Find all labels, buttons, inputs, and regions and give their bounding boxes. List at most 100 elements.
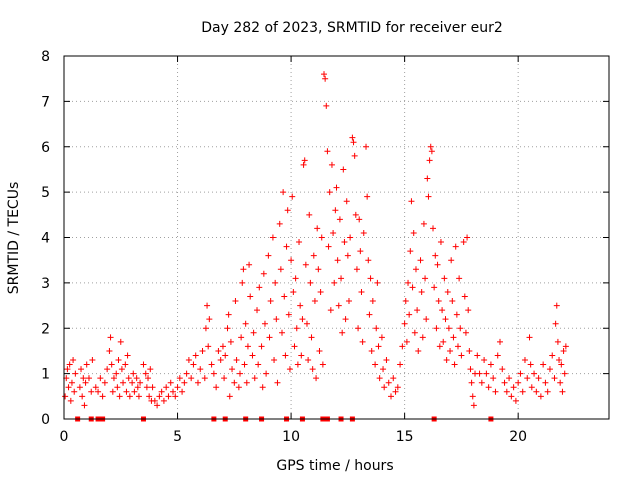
y-tick-label: 8 xyxy=(41,49,50,65)
data-point xyxy=(406,311,413,318)
data-point xyxy=(519,388,526,395)
data-point xyxy=(106,347,113,354)
data-point xyxy=(247,293,254,300)
data-point xyxy=(478,379,485,386)
data-point xyxy=(535,375,542,382)
data-point xyxy=(130,370,137,377)
data-point xyxy=(71,388,78,395)
data-point xyxy=(388,393,394,400)
data-point xyxy=(251,375,258,382)
data-point xyxy=(163,384,170,391)
data-point xyxy=(232,298,239,305)
data-point xyxy=(331,279,338,286)
data-point xyxy=(285,311,292,318)
data-point xyxy=(89,357,96,364)
data-point xyxy=(294,361,301,368)
data-point xyxy=(335,302,342,309)
data-point xyxy=(401,320,408,327)
x-tick-label: 10 xyxy=(282,429,300,445)
data-point xyxy=(365,257,372,264)
data-point xyxy=(239,279,246,286)
y-tick-label: 4 xyxy=(41,231,50,247)
data-point xyxy=(554,338,561,345)
data-point xyxy=(437,239,444,246)
data-point xyxy=(269,234,276,241)
data-point xyxy=(142,370,149,377)
data-point xyxy=(115,357,122,364)
data-point xyxy=(299,316,306,323)
data-point xyxy=(188,375,195,382)
data-point xyxy=(279,329,285,336)
data-point xyxy=(441,275,448,282)
data-point xyxy=(255,361,262,368)
data-point xyxy=(551,375,558,382)
data-point xyxy=(417,257,424,264)
data-point xyxy=(351,152,358,159)
data-point xyxy=(497,338,503,345)
data-point xyxy=(434,261,441,268)
data-point xyxy=(179,388,186,395)
data-point xyxy=(81,402,88,409)
data-point xyxy=(204,302,211,309)
data-point xyxy=(359,338,366,345)
y-tick-label: 0 xyxy=(41,412,50,428)
data-point xyxy=(428,148,435,155)
data-point xyxy=(415,347,422,354)
data-point xyxy=(64,366,71,373)
data-point xyxy=(501,379,508,386)
data-point xyxy=(202,325,209,332)
x-tick-label: 5 xyxy=(173,429,182,445)
chart-title: Day 282 of 2023, SRMTID for receiver eur… xyxy=(201,20,503,36)
data-point xyxy=(344,252,351,259)
data-point xyxy=(558,361,565,368)
data-point xyxy=(97,375,104,382)
data-point xyxy=(137,379,144,386)
data-point xyxy=(375,343,382,350)
data-point xyxy=(546,366,553,373)
data-point xyxy=(249,352,256,359)
data-points xyxy=(62,71,569,422)
data-point xyxy=(301,157,308,164)
y-tick-label: 2 xyxy=(41,321,50,337)
data-point xyxy=(165,393,172,400)
data-point xyxy=(390,375,397,382)
data-point xyxy=(273,316,280,323)
data-point xyxy=(233,357,240,364)
data-point xyxy=(447,347,454,354)
data-point xyxy=(306,211,313,218)
data-point xyxy=(107,334,114,341)
data-point xyxy=(210,370,217,377)
y-axis-label: SRMTID / TECUs xyxy=(6,182,22,295)
data-point xyxy=(499,366,506,373)
data-point xyxy=(533,388,540,395)
data-point xyxy=(217,357,224,364)
data-point xyxy=(259,384,266,391)
data-point xyxy=(276,220,283,227)
data-point xyxy=(409,284,416,291)
data-point xyxy=(517,370,524,377)
data-point xyxy=(374,279,381,286)
data-point xyxy=(364,193,371,200)
data-point xyxy=(503,388,510,395)
data-point xyxy=(483,370,490,377)
data-point xyxy=(341,239,348,246)
data-point xyxy=(442,316,449,323)
data-point xyxy=(526,334,533,341)
data-point xyxy=(272,279,279,286)
data-point xyxy=(433,325,440,332)
data-point xyxy=(181,379,188,386)
data-point xyxy=(402,298,409,305)
data-point xyxy=(476,370,483,377)
data-point xyxy=(135,393,142,400)
data-point xyxy=(448,257,455,264)
data-point xyxy=(414,307,421,314)
plot-frame xyxy=(63,55,610,420)
data-point xyxy=(542,379,549,386)
data-point xyxy=(397,361,404,368)
data-point xyxy=(192,352,199,359)
data-point xyxy=(194,379,201,386)
data-point xyxy=(238,334,245,341)
data-point xyxy=(185,357,192,364)
data-point xyxy=(244,343,251,350)
